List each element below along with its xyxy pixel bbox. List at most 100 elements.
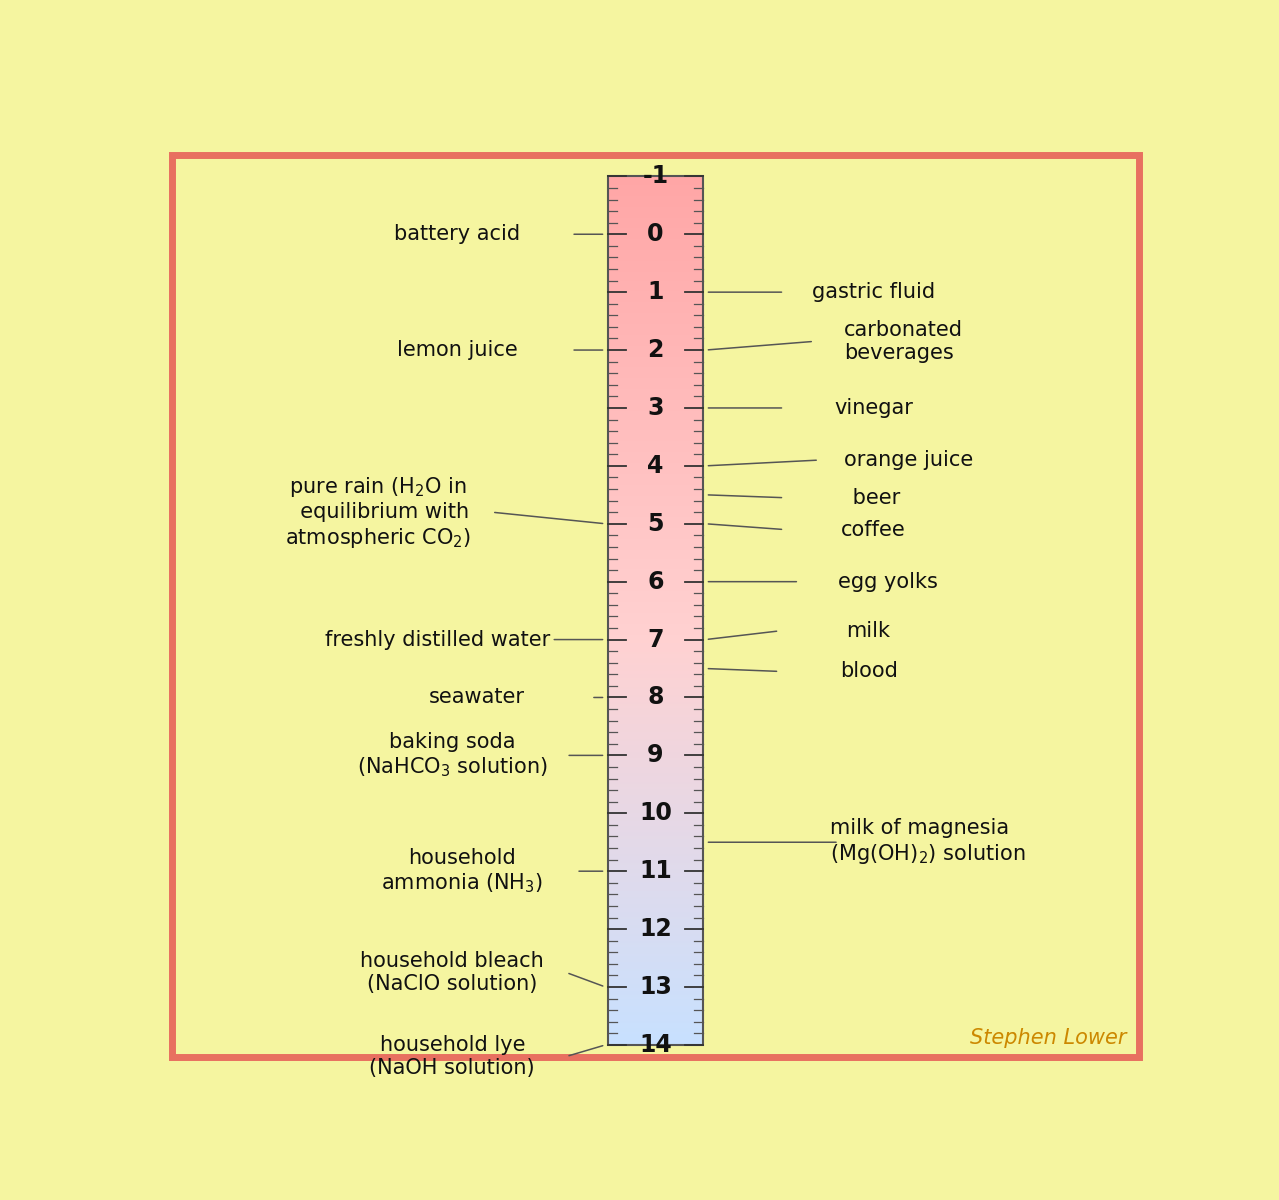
Bar — [609, 445, 702, 448]
Bar — [609, 676, 702, 678]
Bar — [609, 410, 702, 413]
Bar — [609, 182, 702, 185]
Bar — [609, 415, 702, 418]
Bar — [609, 354, 702, 356]
Text: 13: 13 — [640, 974, 671, 998]
Text: baking soda
(NaHCO$_3$ solution): baking soda (NaHCO$_3$ solution) — [357, 732, 547, 779]
Bar — [609, 490, 702, 491]
Text: 6: 6 — [647, 570, 664, 594]
Bar — [609, 739, 702, 740]
Bar — [609, 311, 702, 313]
Bar — [609, 378, 702, 380]
Bar — [609, 815, 702, 817]
Bar — [609, 611, 702, 613]
Bar — [609, 482, 702, 485]
Bar — [609, 678, 702, 680]
Bar — [609, 895, 702, 898]
Bar — [609, 554, 702, 557]
Bar — [609, 257, 702, 259]
Bar — [609, 528, 702, 530]
Text: 2: 2 — [647, 338, 664, 362]
Bar — [609, 448, 702, 450]
Bar — [609, 888, 702, 890]
Bar — [609, 424, 702, 426]
Bar — [609, 871, 702, 874]
Bar — [609, 763, 702, 764]
Bar — [609, 431, 702, 432]
Bar — [609, 979, 702, 982]
Bar — [609, 385, 702, 386]
Text: orange juice: orange juice — [844, 450, 973, 470]
Bar — [609, 1006, 702, 1008]
Bar — [609, 656, 702, 659]
Bar — [609, 227, 702, 228]
Bar — [609, 413, 702, 415]
Bar — [609, 598, 702, 600]
Bar — [609, 900, 702, 901]
Bar — [609, 176, 702, 179]
Bar — [609, 850, 702, 852]
Bar — [609, 220, 702, 222]
Bar — [609, 278, 702, 281]
Bar — [609, 799, 702, 802]
Bar — [609, 250, 702, 252]
Bar — [609, 565, 702, 568]
Bar — [609, 852, 702, 854]
Bar — [609, 726, 702, 728]
Bar — [609, 858, 702, 860]
Bar — [609, 200, 702, 203]
Bar — [609, 426, 702, 428]
Bar — [609, 404, 702, 407]
Bar — [609, 732, 702, 734]
Bar — [609, 637, 702, 638]
Bar — [609, 452, 702, 455]
Bar — [609, 262, 702, 263]
Bar — [609, 506, 702, 509]
Bar — [609, 866, 702, 869]
Bar — [609, 842, 702, 845]
Bar — [609, 695, 702, 697]
Bar — [609, 550, 702, 552]
Bar — [609, 898, 702, 900]
Bar — [609, 1010, 702, 1013]
Bar — [609, 617, 702, 619]
Text: Stephen Lower: Stephen Lower — [969, 1027, 1127, 1048]
Bar — [609, 467, 702, 469]
Bar — [609, 876, 702, 877]
Text: 9: 9 — [647, 743, 664, 767]
Bar — [609, 774, 702, 775]
Bar — [609, 834, 702, 836]
Bar — [609, 643, 702, 646]
Bar — [609, 1024, 702, 1025]
Bar — [609, 335, 702, 337]
Bar — [609, 493, 702, 496]
Bar — [609, 1014, 702, 1016]
Bar — [609, 563, 702, 565]
Bar — [609, 978, 702, 979]
Bar — [609, 865, 702, 866]
Bar — [609, 721, 702, 724]
Bar — [609, 928, 702, 930]
Bar — [609, 946, 702, 947]
Bar — [609, 517, 702, 520]
Bar — [609, 511, 702, 512]
Bar — [609, 364, 702, 365]
Text: household lye
(NaOH solution): household lye (NaOH solution) — [370, 1034, 535, 1078]
Bar — [609, 839, 702, 841]
Bar — [609, 455, 702, 456]
Bar — [609, 949, 702, 952]
Bar — [609, 295, 702, 298]
Bar — [609, 1032, 702, 1034]
Bar — [609, 241, 702, 244]
Bar — [609, 533, 702, 535]
Bar — [609, 496, 702, 498]
Bar — [609, 785, 702, 786]
Bar — [609, 254, 702, 257]
Bar — [609, 346, 702, 348]
Bar — [609, 461, 702, 463]
Bar — [609, 276, 702, 278]
Text: battery acid: battery acid — [394, 224, 521, 245]
Bar — [609, 761, 702, 763]
Bar — [609, 187, 702, 190]
Bar — [609, 1000, 702, 1002]
